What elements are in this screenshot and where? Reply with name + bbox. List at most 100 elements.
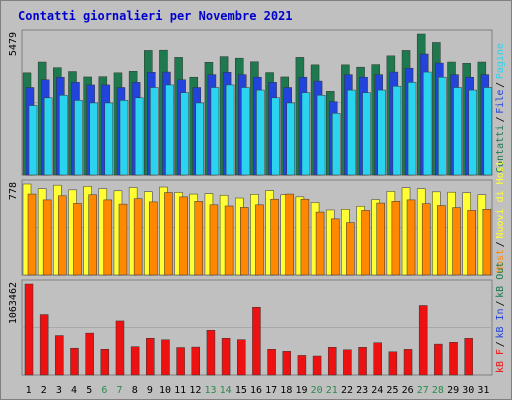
- x-tick-label: 18: [280, 385, 292, 396]
- legend-entry: Contatti: [495, 125, 506, 173]
- bar-kb_in: [103, 199, 113, 276]
- x-tick-label: 3: [56, 385, 62, 396]
- bar-hits: [195, 102, 205, 176]
- bar-kb_f: [373, 342, 382, 376]
- bar-kb_in: [255, 204, 264, 276]
- bar-kb_f: [237, 339, 246, 376]
- bar-kb_in: [209, 204, 219, 276]
- legend-entry: kB Out: [495, 262, 506, 298]
- bar-hits: [301, 92, 311, 176]
- x-tick-label: 11: [174, 385, 186, 396]
- bar-kb_in: [118, 203, 128, 276]
- x-tick-label: 5: [86, 385, 92, 396]
- bar-kb_in: [194, 201, 204, 276]
- bar-hits: [347, 89, 356, 176]
- bar-hits: [43, 97, 53, 176]
- bar-hits: [180, 92, 189, 176]
- bar-kb_in: [73, 203, 82, 276]
- x-tick-label: 15: [235, 385, 247, 396]
- x-tick-label: 27: [417, 385, 429, 396]
- x-tick-label: 7: [117, 385, 123, 396]
- bar-hits: [331, 112, 341, 176]
- y-axis-max-label: 778: [8, 182, 19, 200]
- bar-hits: [74, 100, 83, 176]
- bar-kb_f: [176, 347, 185, 376]
- x-tick-label: 13: [204, 385, 216, 396]
- bar-kb_in: [149, 201, 158, 276]
- legend-bottom: kB F / kB In / kB Out: [495, 262, 506, 373]
- bar-kb_f: [358, 347, 367, 376]
- bar-hits: [59, 94, 68, 176]
- bar-kb_f: [434, 343, 443, 376]
- x-tick-label: 30: [462, 385, 474, 396]
- x-tick-label: 14: [220, 385, 232, 396]
- legend-separator: /: [495, 116, 506, 122]
- x-tick-label: 17: [265, 385, 277, 396]
- bar-hits: [422, 71, 432, 176]
- x-tick-label: 22: [341, 385, 353, 396]
- bar-hits: [407, 82, 417, 176]
- x-tick-label: 12: [189, 385, 201, 396]
- bar-hits: [271, 97, 280, 176]
- bar-kb_f: [161, 339, 170, 376]
- x-tick-label: 1: [26, 385, 32, 396]
- chart-panels: 5479 Contatti / File / Pagine 778 Host / Nuovi di…: [8, 29, 506, 376]
- bar-kb_f: [388, 351, 398, 376]
- legend-separator: /: [495, 300, 506, 306]
- bar-hits: [165, 84, 174, 176]
- x-tick-label: 9: [147, 385, 153, 396]
- bar-hits: [150, 87, 159, 176]
- x-tick-label: 20: [311, 385, 323, 396]
- bar-kb_f: [267, 349, 276, 376]
- bar-kb_in: [240, 207, 249, 276]
- x-tick-label: 29: [447, 385, 459, 396]
- x-tick-label: 31: [477, 385, 489, 396]
- bar-kb_f: [55, 335, 64, 376]
- bar-kb_in: [376, 202, 385, 276]
- chart-title: Contatti giornalieri per Novembre 2021: [18, 9, 293, 23]
- bar-kb_f: [221, 337, 231, 376]
- bar-hits: [104, 102, 114, 176]
- x-tick-label: 6: [101, 385, 107, 396]
- x-tick-label: 10: [159, 385, 171, 396]
- bar-kb_f: [206, 330, 216, 376]
- panel-bottom: 1063462 kB F / kB In / kB Out: [8, 262, 506, 376]
- bar-kb_in: [406, 199, 416, 276]
- bar-hits: [241, 87, 250, 176]
- bar-kb_in: [421, 203, 431, 276]
- bar-kb_in: [224, 205, 234, 276]
- bar-kb_in: [346, 222, 355, 276]
- x-tick-label: 24: [371, 385, 383, 396]
- x-tick-label: 28: [432, 385, 444, 396]
- panel-top: 5479 Contatti / File / Pagine: [8, 29, 506, 176]
- legend-entry: File: [495, 90, 506, 114]
- bar-hits: [377, 89, 386, 176]
- x-tick-label: 2: [41, 385, 47, 396]
- bar-kb_in: [300, 198, 310, 276]
- bar-kb_in: [179, 196, 188, 276]
- bar-kb_f: [39, 314, 49, 376]
- bar-hits: [468, 89, 477, 176]
- legend-top: Contatti / File / Pagine: [495, 43, 506, 173]
- bar-hits: [119, 100, 129, 176]
- x-tick-label: 8: [132, 385, 138, 396]
- bar-kb_f: [130, 346, 140, 376]
- x-tick-label: 26: [402, 385, 414, 396]
- bar-kb_in: [164, 192, 173, 276]
- bars-bottom: [24, 283, 473, 376]
- bar-kb_f: [418, 305, 428, 376]
- bar-kb_f: [343, 349, 352, 376]
- bar-kb_in: [452, 207, 461, 276]
- legend-entry: kB F: [495, 349, 506, 373]
- bar-kb_in: [330, 218, 340, 276]
- legend-entry: kB In: [495, 308, 506, 338]
- bar-kb_in: [42, 199, 52, 276]
- bars-top: [22, 33, 493, 176]
- bar-kb_f: [312, 355, 322, 376]
- bar-kb_f: [449, 342, 458, 376]
- x-tick-label: 19: [295, 385, 307, 396]
- panel-middle: 778 Host / Nuovi di Host: [8, 160, 506, 276]
- bar-kb_f: [464, 338, 473, 376]
- bar-hits: [225, 84, 235, 176]
- bar-kb_f: [282, 351, 291, 376]
